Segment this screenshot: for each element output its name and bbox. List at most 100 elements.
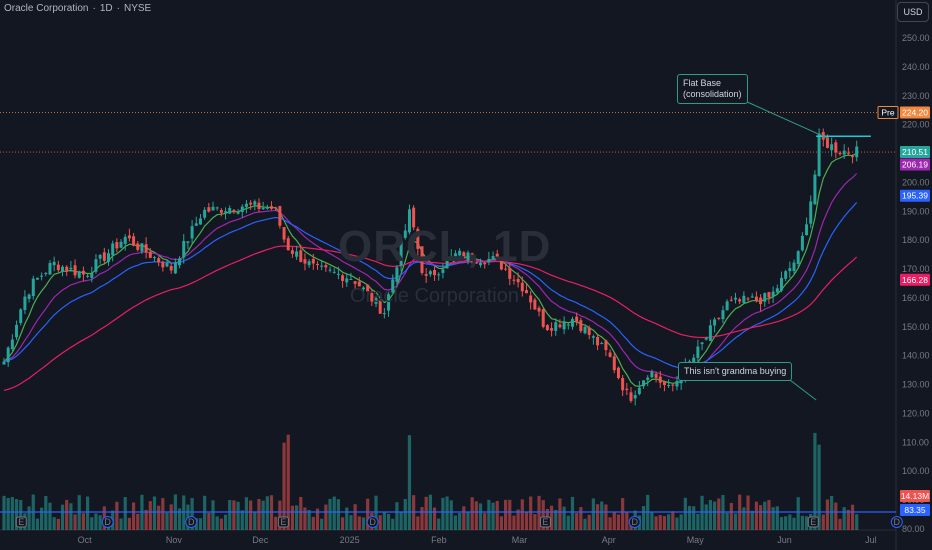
candle xyxy=(10,334,14,352)
candle-body xyxy=(491,256,495,259)
x-tick-label: Nov xyxy=(166,535,183,545)
candle xyxy=(566,322,570,330)
candle xyxy=(479,258,483,268)
candle-body xyxy=(173,262,177,274)
candle xyxy=(458,248,462,258)
candle-body xyxy=(115,242,119,249)
candle-body xyxy=(838,152,842,155)
candle xyxy=(621,375,625,397)
candle-body xyxy=(742,295,746,303)
volume-bar xyxy=(14,499,19,530)
candle-body xyxy=(299,250,303,262)
x-tick-label: Oct xyxy=(78,535,93,545)
candle-body xyxy=(270,206,274,209)
candle xyxy=(157,256,161,267)
candle xyxy=(813,170,817,206)
volume-bar xyxy=(382,511,386,530)
candle xyxy=(495,249,499,259)
candle xyxy=(361,286,365,292)
candle-body xyxy=(809,201,813,224)
earnings-marker-box xyxy=(539,516,551,528)
volume-bar xyxy=(407,435,412,530)
candle-body xyxy=(474,262,478,264)
buying-annotation-text: This isn't grandma buying xyxy=(684,366,787,376)
volume-bar xyxy=(282,442,286,530)
volume-bar xyxy=(177,508,182,530)
candle-body xyxy=(708,325,712,341)
candle xyxy=(15,320,19,341)
candle-body xyxy=(6,347,10,363)
price-tag: 206.19 xyxy=(900,158,930,171)
volume-bar xyxy=(462,506,466,530)
candle xyxy=(650,369,654,379)
volume-bar xyxy=(855,514,859,530)
candle-body xyxy=(27,294,31,300)
candle xyxy=(696,339,700,364)
candle-body xyxy=(370,293,374,302)
candle xyxy=(562,316,566,335)
candle-body xyxy=(90,273,94,278)
dividend-marker-circle xyxy=(185,516,198,528)
candle xyxy=(742,291,746,304)
y-tick-label: 160.00 xyxy=(902,293,930,303)
candle xyxy=(86,273,90,279)
candle xyxy=(779,271,783,293)
candle xyxy=(341,273,345,288)
flat-base-annotation[interactable]: Flat Base (consolidation) xyxy=(677,74,748,104)
currency-button[interactable]: USD xyxy=(897,2,929,22)
candle xyxy=(433,265,437,281)
volume-bar xyxy=(286,434,290,530)
candle xyxy=(759,294,763,312)
volume-bar xyxy=(303,507,307,530)
candle xyxy=(52,256,56,272)
candle xyxy=(800,232,804,252)
candle-body xyxy=(391,279,395,294)
candle xyxy=(738,297,742,305)
volume-bar xyxy=(558,498,562,530)
candle xyxy=(69,260,73,272)
buying-annotation[interactable]: This isn't grandma buying xyxy=(678,362,793,381)
candle xyxy=(838,151,842,156)
volume-bar xyxy=(161,498,165,530)
volume-bar xyxy=(800,515,804,530)
candle-body xyxy=(754,296,758,301)
candle xyxy=(403,224,407,240)
candle xyxy=(570,316,574,330)
candle-body xyxy=(516,278,520,283)
volume-bar xyxy=(211,500,215,530)
candle xyxy=(746,296,750,302)
volume-bar xyxy=(679,514,683,530)
volume-bar xyxy=(219,518,223,530)
event-marker-letter: D xyxy=(894,517,901,527)
candle-body xyxy=(207,207,211,212)
volume-bar xyxy=(10,496,14,530)
candle xyxy=(604,339,608,357)
y-tick-label: 190.00 xyxy=(902,206,930,216)
candle xyxy=(587,325,591,340)
volume-bar xyxy=(386,513,391,530)
candle-body xyxy=(332,271,336,273)
candle xyxy=(462,251,466,260)
dividend-marker: D xyxy=(185,516,198,528)
volume-bar xyxy=(445,496,449,530)
candle xyxy=(474,262,478,265)
candle xyxy=(123,234,127,251)
earnings-marker: E xyxy=(277,516,289,528)
candle-body xyxy=(721,310,725,320)
event-marker-letter: D xyxy=(369,517,376,527)
volume-bar xyxy=(763,501,767,530)
price-tag-value: 210.51 xyxy=(902,147,928,157)
volume-bar xyxy=(19,500,23,530)
candle xyxy=(529,290,533,310)
candle xyxy=(550,322,554,337)
volume-bar xyxy=(228,499,232,530)
candle xyxy=(583,326,587,335)
price-tag-box xyxy=(900,504,930,516)
candle xyxy=(23,290,27,315)
candle xyxy=(282,227,286,243)
candle-body xyxy=(311,258,315,264)
candle xyxy=(211,201,215,211)
candle-body xyxy=(675,380,679,387)
volume-bar xyxy=(675,517,679,530)
